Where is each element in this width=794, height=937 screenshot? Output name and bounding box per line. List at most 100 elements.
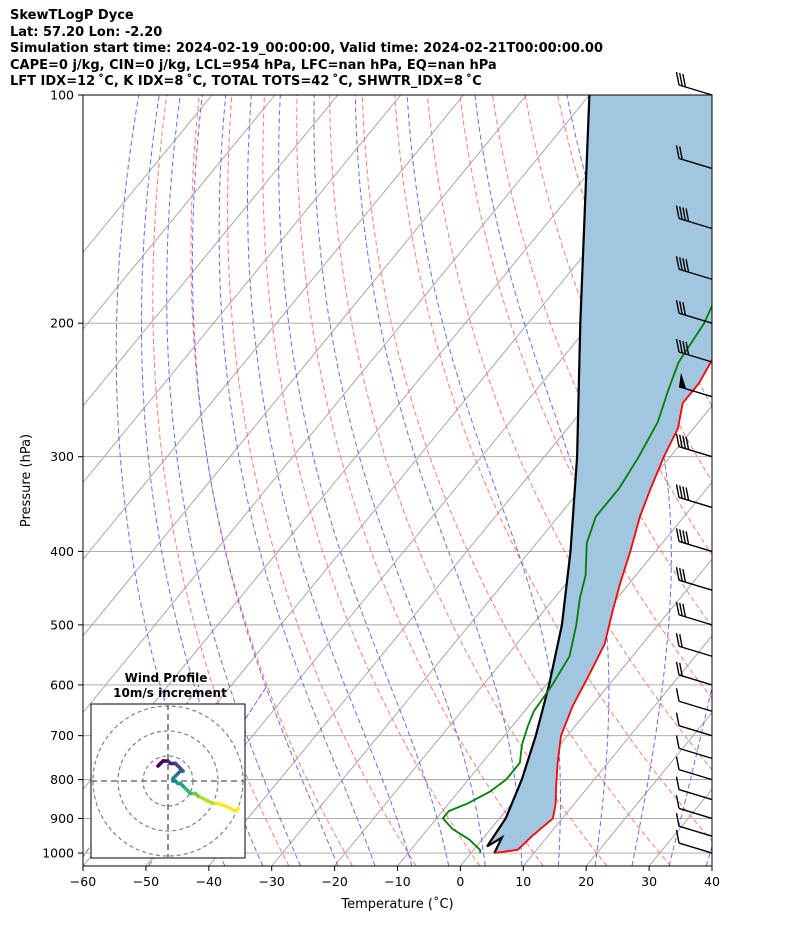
x-tick-label: −20 [321,874,347,889]
dewpoint-line [441,304,712,854]
x-tick-label: 30 [641,874,657,889]
wind-barb-feather [682,435,687,449]
dry-adiabat-line [152,95,290,866]
chart-header: SkewTLogP Dyce Lat: 57.20 Lon: -2.20 Sim… [10,8,603,91]
isotherm-line [585,711,712,866]
dry-adiabat-line [329,95,608,866]
x-tick-label: −10 [384,874,410,889]
dry-adiabat-line [721,95,794,866]
wind-barb-staff [678,386,713,398]
isotherm-line [83,95,213,254]
wind-barb-feather [679,72,683,87]
wind-barb-feather [675,712,680,726]
wind-barb [675,688,713,712]
wind-barb-staff [678,674,713,686]
moist-adiabat-line [191,95,339,866]
wind-barb [675,145,713,170]
wind-barb-staff [678,747,713,760]
x-tick-label: 10 [515,874,531,889]
wind-barb-feather [679,339,683,354]
wind-barb-feather [675,829,680,844]
chart-data-layer [441,95,712,854]
wind-barb [675,484,713,509]
wind-barb-feather [679,434,683,448]
wind-barb-feather [685,531,690,545]
isotherm-line [83,95,402,484]
wind-barb-feather [675,661,680,676]
wind-barb-staff [678,351,713,363]
simulation-times: Simulation start time: 2024-02-19_00:00:… [10,41,603,56]
wind-barb-feather [685,487,690,501]
y-axis-title: Pressure (hPa) [19,434,34,527]
dry-adiabat-line [426,95,712,771]
isotherm-line [397,481,712,866]
wind-barb-staff [678,540,713,553]
wind-barb-feather [682,302,687,316]
wind-barb-feather [679,257,683,271]
wind-barb-feather [682,207,687,221]
wind-barb-staff [678,579,713,591]
isotherm-line [522,635,712,866]
isotherm-line [83,95,590,714]
x-tick-label: 0 [456,874,464,889]
wind-barb [675,567,713,591]
moist-adiabat-line [166,95,301,866]
dry-adiabat-line [361,95,671,866]
wind-barb [675,776,713,801]
wind-barb-feather [682,530,687,544]
wind-barb-feather [679,485,683,499]
wind-barb [675,300,713,324]
wind-barb-feather [682,486,687,500]
hodograph-content [91,704,245,858]
wind-barb-staff [678,446,713,458]
wind-barb [675,756,713,781]
wind-barb-staff [678,788,713,801]
wind-barb [675,813,713,837]
wind-barb-feather [675,484,680,498]
wind-barb-staff [678,157,713,170]
x-axis-title: Temperature (˚C) [340,896,453,912]
moist-adiabat-line [705,844,712,866]
wind-barb-staff [678,84,713,96]
isotherm-line [83,95,276,330]
wind-barb-feather [679,602,683,617]
wind-barb-feather [679,206,683,220]
wind-barb-feather [679,662,683,677]
y-tick-label: 900 [50,811,74,826]
y-tick-label: 600 [50,677,74,692]
wind-barb-staff [678,842,713,854]
dry-adiabat-line [296,95,544,866]
wind-barb [675,712,713,737]
moist-adiabat-line [406,95,561,866]
moist-adiabat-line [313,95,486,866]
y-tick-label: 400 [50,544,74,559]
wind-barb [675,338,713,363]
x-tick-label: −50 [133,874,159,889]
moist-adiabat-line [744,95,794,866]
location-coordinates: Lat: 57.20 Lon: -2.20 [10,24,163,40]
wind-barb-feather [682,340,687,355]
wind-barb-feather [679,301,683,315]
wind-barb-feather [682,258,687,272]
wind-barb-feather [685,208,690,222]
wind-barb-feather [675,795,680,809]
isotherm-line [775,95,794,866]
wind-barb-flag [679,372,686,389]
y-tick-label: 500 [50,617,74,632]
wind-barb-staff [678,807,713,820]
wind-barb-feather [679,634,683,648]
chart-title: SkewTLogP Dyce [10,8,134,23]
cape-cin-fill-area [487,95,712,854]
dry-adiabat-line [753,95,794,866]
wind-barb-feather [685,259,690,273]
isotherm-line [711,865,712,866]
wind-barb-staff [678,825,713,837]
wind-barb-staff [678,496,713,509]
wind-barb-feather [675,813,680,827]
x-tick-label: −40 [196,874,222,889]
stability-indices: LFT IDX=12 ˚C, K IDX=8 ˚C, TOTAL TOTS=42… [10,74,482,89]
y-tick-label: 200 [50,316,74,331]
dry-adiabat-line [226,95,417,866]
wind-barb-feather [675,205,680,219]
